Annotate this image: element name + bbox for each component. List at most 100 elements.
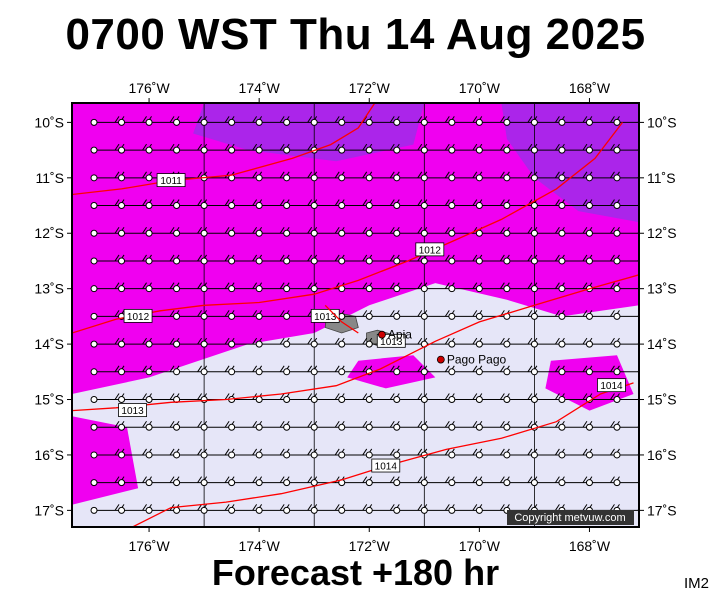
y-tick-label-right: 17˚S bbox=[647, 502, 677, 518]
wind-barb bbox=[228, 337, 263, 348]
isobar-value: 1014 bbox=[600, 381, 623, 392]
wind-barb bbox=[503, 420, 538, 431]
wind-barb bbox=[475, 226, 510, 237]
wind-barb bbox=[558, 448, 593, 459]
wind-barb bbox=[558, 116, 593, 126]
wind-barb bbox=[228, 143, 263, 154]
place-label: Apia bbox=[388, 328, 412, 342]
isobar-line bbox=[72, 103, 376, 196]
wind-barb bbox=[173, 116, 208, 126]
wind-barb bbox=[283, 171, 318, 182]
isobars: 1011 1012 1012 1013 1013 1013 1014 1014 bbox=[72, 103, 639, 527]
wind-barb bbox=[585, 282, 620, 293]
wind-barb bbox=[448, 254, 483, 265]
wind-barb bbox=[338, 199, 373, 210]
x-tick-label-top: 170˚W bbox=[459, 80, 501, 96]
map-title: 0700 WST Thu 14 Aug 2025 bbox=[65, 10, 646, 59]
wind-barb bbox=[448, 504, 483, 514]
wind-barb bbox=[420, 310, 455, 320]
wind-barb bbox=[90, 448, 125, 459]
axis-ticks: 176˚W 176˚W 174˚W 174˚W 172˚W 172˚W 170˚W 170˚W… bbox=[34, 80, 676, 554]
wind-barb bbox=[338, 116, 373, 126]
wind-barb bbox=[118, 226, 152, 237]
y-tick-label-left: 14˚S bbox=[34, 336, 64, 352]
wind-barb bbox=[200, 476, 235, 487]
wind-barb bbox=[475, 448, 510, 459]
y-tick-label-right: 12˚S bbox=[647, 225, 677, 241]
y-tick-label-left: 13˚S bbox=[34, 281, 64, 297]
wind-barb bbox=[393, 310, 428, 320]
wind-barb bbox=[503, 171, 538, 182]
wind-barb bbox=[283, 393, 318, 404]
wind-barb bbox=[145, 226, 180, 237]
wind-barb bbox=[283, 365, 318, 376]
wind-barb bbox=[393, 504, 428, 514]
isobar-label: 1014 bbox=[371, 458, 401, 473]
wind-barb bbox=[558, 254, 593, 265]
wind-barb bbox=[283, 116, 318, 126]
wind-barb bbox=[173, 254, 208, 265]
wind-barb bbox=[585, 254, 620, 265]
wind-barb bbox=[228, 199, 263, 210]
y-tick-label-left: 15˚S bbox=[34, 392, 64, 408]
wind-barb bbox=[365, 143, 400, 154]
isobar-value: 1014 bbox=[375, 462, 398, 473]
wind-barb bbox=[585, 420, 620, 431]
wind-barb bbox=[613, 368, 639, 376]
wind-barb bbox=[393, 226, 428, 237]
wind-barb bbox=[255, 143, 290, 154]
y-tick-label-right: 13˚S bbox=[647, 281, 677, 297]
wind-barb bbox=[90, 310, 125, 320]
place-label: Pago Pago bbox=[447, 353, 507, 367]
isobar-value: 1011 bbox=[160, 176, 182, 187]
wind-barb bbox=[310, 171, 345, 182]
wind-barb bbox=[145, 420, 180, 431]
wind-barb bbox=[558, 420, 593, 431]
wind-barb bbox=[448, 337, 483, 348]
isobar-value: 1012 bbox=[419, 245, 442, 256]
wind-barb bbox=[613, 257, 639, 265]
wind-barb bbox=[503, 254, 538, 265]
y-tick-label-right: 11˚S bbox=[647, 170, 676, 186]
x-tick-label-bottom: 172˚W bbox=[349, 538, 391, 554]
wind-barb bbox=[310, 199, 345, 210]
wind-barb bbox=[228, 282, 263, 293]
wind-barb bbox=[228, 448, 263, 459]
x-tick-label-top: 176˚W bbox=[128, 80, 170, 96]
wind-barb bbox=[420, 254, 455, 265]
wind-barb bbox=[365, 504, 400, 514]
isobar-label: 1012 bbox=[415, 242, 445, 256]
isobar-value: 1013 bbox=[314, 312, 337, 323]
isobar-line bbox=[72, 122, 624, 334]
wind-barb bbox=[338, 365, 373, 376]
y-tick-label-left: 10˚S bbox=[34, 114, 64, 130]
wind-barb bbox=[145, 282, 180, 293]
wind-zone-strong bbox=[72, 103, 639, 394]
wind-barb bbox=[448, 199, 483, 210]
forecast-label: Forecast +180 hr bbox=[211, 552, 500, 593]
wind-barb bbox=[530, 143, 565, 154]
map-frame bbox=[71, 102, 640, 528]
x-tick-label-top: 174˚W bbox=[239, 80, 281, 96]
y-tick-label-right: 14˚S bbox=[647, 336, 677, 352]
wind-barb bbox=[365, 254, 400, 265]
wind-barb bbox=[558, 199, 593, 210]
wind-barb bbox=[558, 310, 593, 320]
wind-barb bbox=[118, 116, 152, 126]
y-tick-label-left: 12˚S bbox=[34, 225, 64, 241]
wind-barb bbox=[613, 285, 639, 293]
isobar-label: 1014 bbox=[597, 378, 626, 392]
wind-speed-zones bbox=[72, 103, 639, 505]
isobar-label: 1011 bbox=[156, 173, 186, 187]
wind-barb bbox=[173, 337, 208, 348]
y-tick-label-left: 16˚S bbox=[34, 447, 64, 463]
place-pago-pago: Pago Pago bbox=[436, 353, 507, 367]
wind-barb bbox=[393, 143, 428, 154]
place-apia: Apia bbox=[378, 328, 412, 342]
wind-barb bbox=[255, 420, 290, 431]
isobar-value: 1012 bbox=[127, 312, 150, 323]
wind-barb bbox=[530, 393, 565, 404]
wind-barb bbox=[393, 199, 428, 210]
wind-barb bbox=[530, 199, 565, 210]
